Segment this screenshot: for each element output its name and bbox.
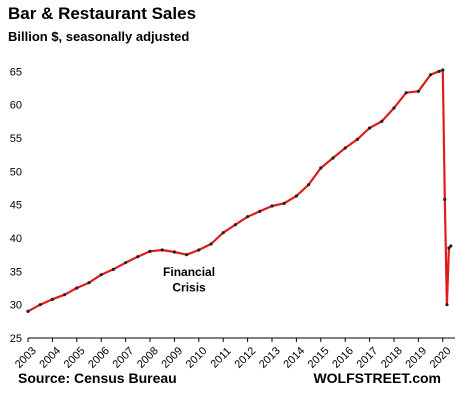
data-point xyxy=(209,242,213,246)
data-point xyxy=(50,297,55,301)
data-point xyxy=(443,197,447,201)
y-tick-label: 25 xyxy=(10,333,22,345)
series-line xyxy=(27,68,452,313)
data-point xyxy=(246,215,250,219)
y-tick-label: 65 xyxy=(10,66,22,78)
series xyxy=(26,68,453,313)
x-ticks: 2003200420052006200720082009201020112012… xyxy=(13,338,454,371)
data-point xyxy=(319,166,323,170)
x-tick-label: 2006 xyxy=(86,345,112,371)
x-tick-label: 2008 xyxy=(135,345,161,371)
x-tick-label: 2015 xyxy=(306,345,332,371)
x-tick-label: 2019 xyxy=(403,345,429,371)
data-point xyxy=(136,255,140,259)
data-point xyxy=(368,126,372,130)
data-point xyxy=(26,309,30,313)
data-point xyxy=(343,146,347,150)
data-point xyxy=(449,244,453,248)
x-tick-label: 2007 xyxy=(111,345,137,371)
brand-label: WOLFSTREET.com xyxy=(313,370,441,386)
data-point xyxy=(124,261,128,265)
data-point xyxy=(148,249,152,253)
data-point xyxy=(445,303,449,307)
data-point xyxy=(270,204,274,208)
x-tick-label: 2014 xyxy=(281,345,307,371)
data-point xyxy=(416,89,420,93)
data-point xyxy=(355,137,359,141)
y-tick-label: 55 xyxy=(10,133,22,145)
x-tick-label: 2010 xyxy=(184,345,210,371)
x-tick-label: 2003 xyxy=(13,345,39,371)
data-point xyxy=(233,223,237,227)
y-tick-label: 60 xyxy=(10,100,22,112)
y-tick-label: 35 xyxy=(10,266,22,278)
data-point xyxy=(282,201,286,205)
source-label: Source: Census Bureau xyxy=(18,370,177,386)
data-point xyxy=(185,253,189,257)
y-ticks: 25 30 35 40 45 50 55 60 65 xyxy=(10,66,22,345)
x-tick-label: 2020 xyxy=(428,345,454,371)
data-point xyxy=(441,68,445,72)
data-point xyxy=(172,250,176,254)
data-point xyxy=(258,209,262,213)
chart-title: Bar & Restaurant Sales xyxy=(8,4,197,23)
data-point xyxy=(75,286,79,290)
x-tick-label: 2004 xyxy=(37,345,63,371)
data-point xyxy=(447,246,451,250)
data-point xyxy=(331,156,335,160)
x-tick-label: 2012 xyxy=(233,345,259,371)
data-point xyxy=(38,303,42,307)
data-point xyxy=(392,106,396,110)
x-tick-label: 2018 xyxy=(379,345,405,371)
data-point xyxy=(111,267,115,271)
data-point xyxy=(429,73,433,77)
data-point xyxy=(160,248,164,252)
data-point xyxy=(307,183,311,187)
x-tick-label: 2017 xyxy=(355,345,381,371)
y-tick-label: 50 xyxy=(10,166,22,178)
x-tick-label: 2016 xyxy=(330,345,356,371)
y-tick-label: 40 xyxy=(10,233,22,245)
data-point xyxy=(87,281,91,285)
y-tick-label: 30 xyxy=(10,300,22,312)
x-tick-label: 2011 xyxy=(208,345,233,370)
data-point xyxy=(197,248,201,252)
annotation-label: Financial xyxy=(163,265,215,279)
data-point xyxy=(404,91,408,95)
x-tick-label: 2005 xyxy=(62,345,88,371)
data-point xyxy=(437,69,441,73)
data-point xyxy=(294,194,298,198)
data-point xyxy=(221,231,225,235)
data-point xyxy=(99,273,103,277)
chart-subtitle: Billion $, seasonally adjusted xyxy=(8,29,190,44)
y-tick-label: 45 xyxy=(10,200,22,212)
data-point xyxy=(380,119,384,123)
data-point xyxy=(63,293,67,297)
x-tick-label: 2009 xyxy=(159,345,185,371)
x-tick-label: 2013 xyxy=(257,345,283,371)
annotation-label: Crisis xyxy=(172,280,206,294)
